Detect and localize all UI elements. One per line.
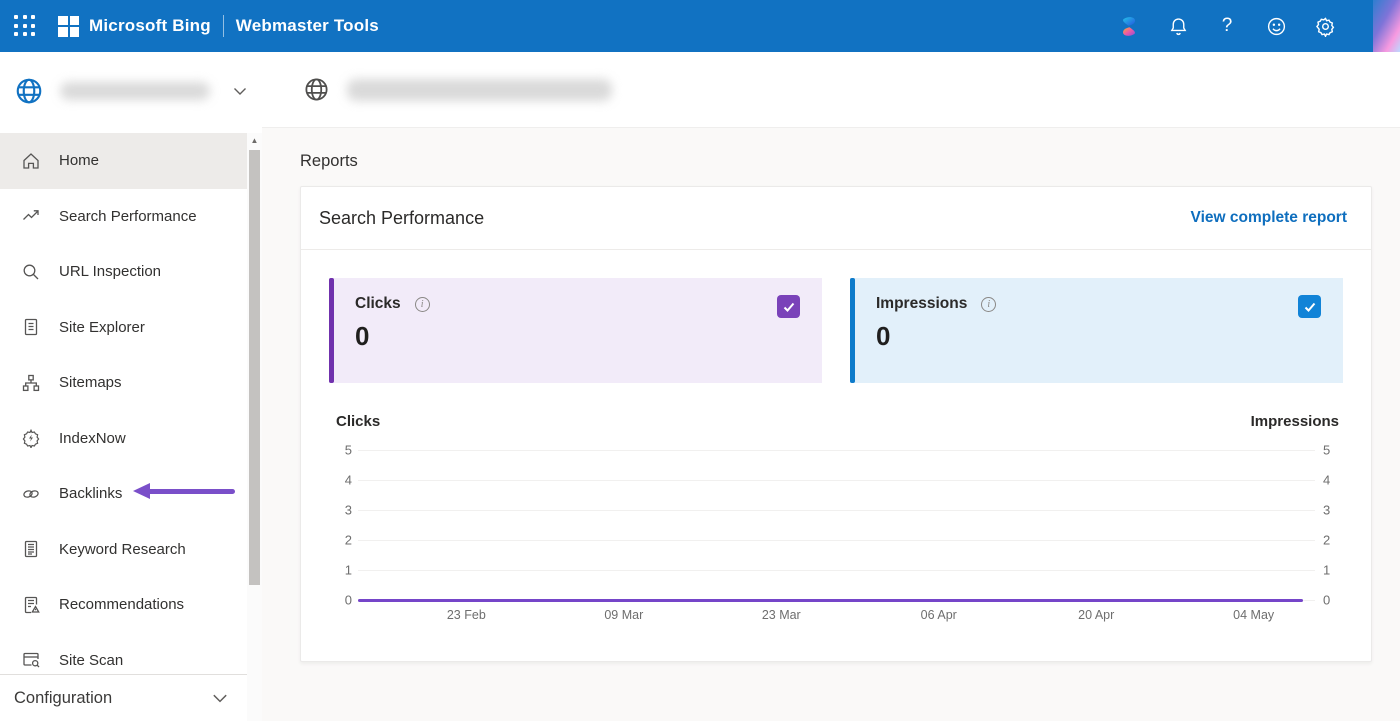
globe-icon [14,76,44,106]
chevron-down-icon[interactable] [211,689,229,707]
site-selector-dropdown[interactable] [0,52,262,130]
chain-link-icon [21,484,41,504]
clicks-label: Clicks [355,295,401,313]
impressions-value: 0 [876,321,1321,352]
card-title: Search Performance [319,208,484,229]
sidebar-item-label: Keyword Research [59,541,186,558]
view-complete-report-link[interactable]: View complete report [1191,209,1347,227]
document-text-icon [21,539,41,559]
top-app-bar: Microsoft Bing Webmaster Tools [0,0,1400,52]
clicks-impressions-zero-line [358,599,1303,602]
home-icon [21,151,41,171]
clicks-value: 0 [355,321,800,352]
brand-divider [223,15,224,37]
sidebar: Home Search Performance URL Inspection S… [0,52,262,721]
settings-gear-icon[interactable] [1314,15,1336,37]
configuration-label: Configuration [14,689,112,708]
info-icon[interactable]: i [415,297,430,312]
y-tick: 5 [1323,443,1339,458]
search-performance-card: Search Performance View complete report … [300,186,1372,662]
sidebar-item-keyword-research[interactable]: Keyword Research [0,522,247,578]
product-title: Webmaster Tools [236,16,379,36]
sidebar-item-label: Backlinks [59,485,122,502]
y-tick: 3 [336,503,352,518]
y-tick: 3 [1323,503,1339,518]
site-header [262,52,1400,128]
scrollbar-thumb[interactable] [249,150,260,585]
apps-waffle-icon[interactable] [14,15,36,37]
chevron-down-icon[interactable] [232,83,248,99]
browser-search-icon [21,650,41,670]
redacted-site-name [60,82,210,100]
impressions-checkbox[interactable] [1298,295,1321,318]
y-tick: 1 [336,563,352,578]
magnifier-icon [21,262,41,282]
y-tick: 1 [1323,563,1339,578]
x-tick: 09 Mar [604,608,643,622]
globe-icon [303,76,330,103]
help-icon[interactable]: ? [1216,15,1238,37]
sidebar-item-label: Search Performance [59,208,197,225]
left-axis-title: Clicks [336,413,380,430]
sidebar-item-home[interactable]: Home [0,133,247,189]
clicks-metric-card[interactable]: Clicks i 0 [329,278,822,383]
microsoft-logo-icon [58,16,79,37]
hierarchy-icon [21,373,41,393]
main-content: Reports Search Performance View complete… [262,52,1400,721]
x-tick: 20 Apr [1078,608,1114,622]
right-axis-title: Impressions [1251,413,1339,430]
y-tick: 0 [336,593,352,608]
impressions-label: Impressions [876,295,967,313]
sidebar-item-url-inspection[interactable]: URL Inspection [0,244,247,300]
sidebar-item-label: Site Scan [59,652,123,669]
sidebar-item-sitemaps[interactable]: Sitemaps [0,355,247,411]
y-tick: 4 [1323,473,1339,488]
y-tick: 2 [336,533,352,548]
x-tick: 23 Feb [447,608,486,622]
impressions-accent-bar [850,278,855,383]
clicks-accent-bar [329,278,334,383]
y-tick: 5 [336,443,352,458]
y-tick: 0 [1323,593,1339,608]
performance-chart: Clicks Impressions 5 4 3 2 1 [301,383,1371,633]
sidebar-item-backlinks[interactable]: Backlinks [0,466,247,522]
sidebar-nav: Home Search Performance URL Inspection S… [0,133,247,688]
sidebar-item-label: Sitemaps [59,374,122,391]
y-tick: 4 [336,473,352,488]
info-icon[interactable]: i [981,297,996,312]
clicks-checkbox[interactable] [777,295,800,318]
sidebar-scrollbar[interactable]: ▲ [247,133,262,721]
scrollbar-up-arrow-icon[interactable]: ▲ [247,133,262,148]
document-list-icon [21,317,41,337]
x-tick: 04 May [1233,608,1274,622]
sidebar-item-label: URL Inspection [59,263,161,280]
profile-avatar[interactable] [1373,0,1400,52]
x-tick: 06 Apr [921,608,957,622]
sidebar-section-configuration[interactable]: Configuration [0,674,247,721]
x-tick: 23 Mar [762,608,801,622]
sidebar-item-label: Recommendations [59,596,184,613]
gear-bolt-icon [21,428,41,448]
y-tick: 2 [1323,533,1339,548]
impressions-metric-card[interactable]: Impressions i 0 [850,278,1343,383]
redacted-site-url [347,79,612,101]
notifications-bell-icon[interactable] [1167,15,1189,37]
sidebar-item-indexnow[interactable]: IndexNow [0,411,247,467]
trending-arrow-icon [21,206,41,226]
sidebar-item-label: IndexNow [59,430,126,447]
sidebar-item-label: Site Explorer [59,319,145,336]
sidebar-item-label: Home [59,152,99,169]
feedback-smiley-icon[interactable] [1265,15,1287,37]
sidebar-item-search-performance[interactable]: Search Performance [0,189,247,245]
sidebar-item-site-explorer[interactable]: Site Explorer [0,300,247,356]
document-alert-icon [21,595,41,615]
brand-title: Microsoft Bing [89,16,211,36]
copilot-icon[interactable] [1118,15,1140,37]
plot-area: 5 4 3 2 1 0 5 4 3 2 1 0 23 Feb [336,433,1339,633]
sidebar-item-recommendations[interactable]: Recommendations [0,577,247,633]
page-title: Reports [300,152,1372,171]
